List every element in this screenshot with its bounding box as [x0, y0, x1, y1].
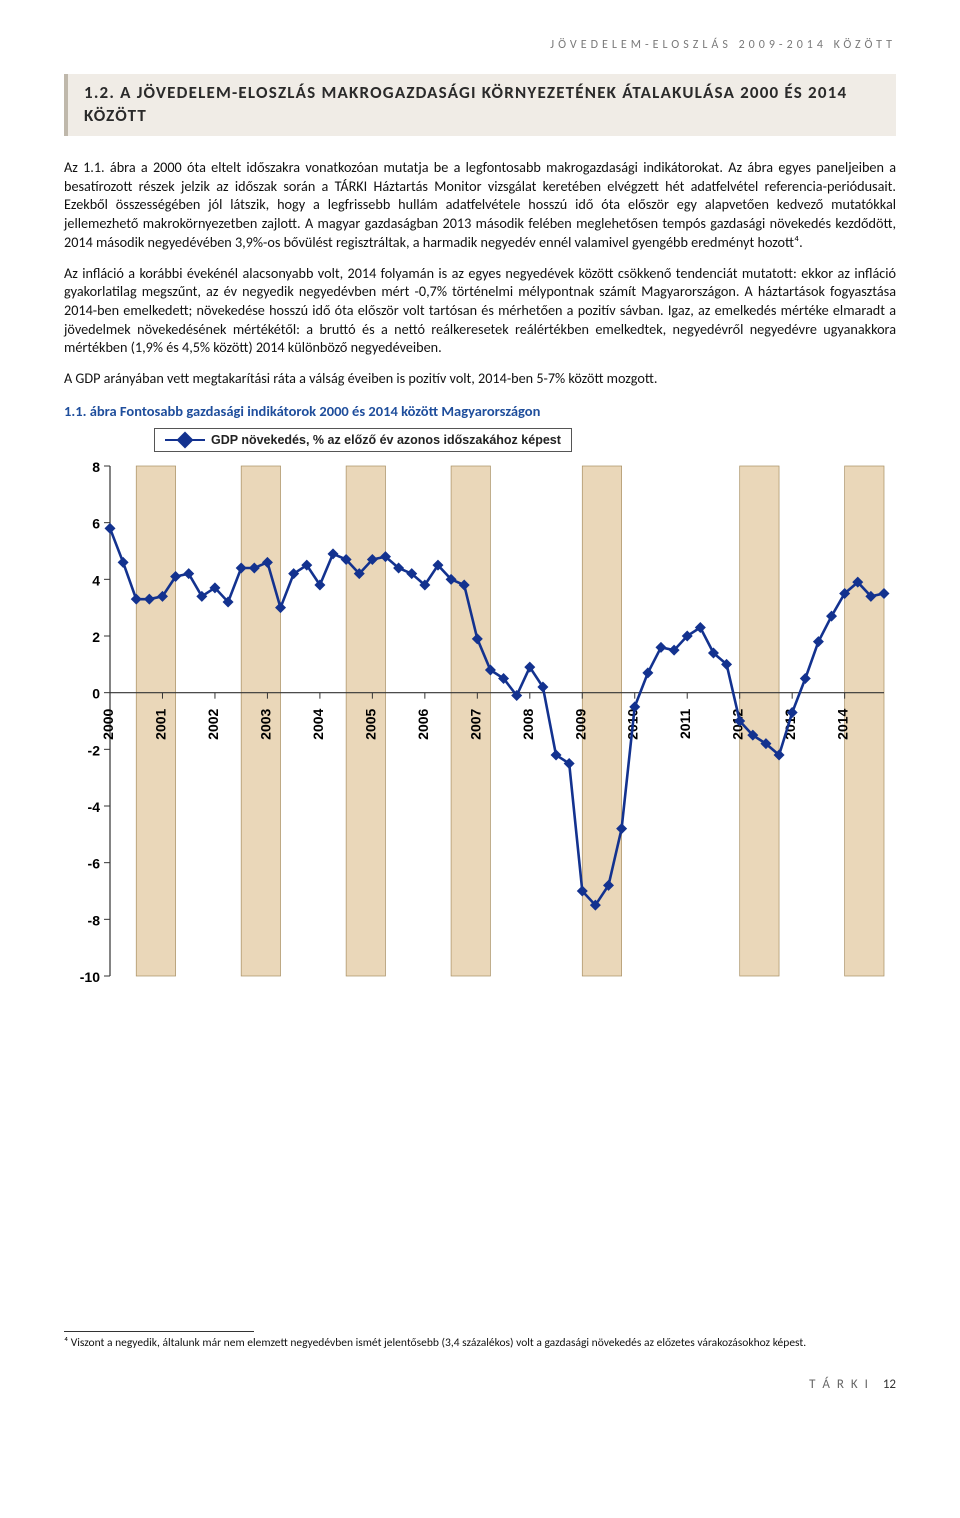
paragraph-2: Az infláció a korábbi évekénél alacsonya… — [64, 264, 896, 358]
svg-text:2011: 2011 — [677, 708, 693, 739]
footer-page-number: 12 — [883, 1377, 896, 1392]
gdp-chart-svg: 8 6 4 2 0 -2 -4 -6 -8 -10 2000 2001 2002 2003 2004 2005… — [64, 456, 896, 986]
legend-marker-icon — [165, 434, 205, 446]
svg-text:2001: 2001 — [152, 708, 168, 739]
svg-text:2004: 2004 — [310, 708, 326, 739]
svg-text:0: 0 — [92, 686, 100, 702]
svg-text:2002: 2002 — [205, 708, 221, 739]
svg-text:2: 2 — [92, 629, 100, 645]
svg-text:-8: -8 — [88, 912, 101, 928]
chart-legend: GDP növekedés, % az előző év azonos idős… — [154, 428, 572, 452]
svg-text:2003: 2003 — [257, 708, 273, 739]
svg-text:4: 4 — [92, 572, 100, 588]
svg-text:-10: -10 — [80, 969, 100, 985]
svg-text:-2: -2 — [88, 742, 101, 758]
paragraph-1: Az 1.1. ábra a 2000 óta eltelt időszakra… — [64, 158, 896, 252]
footnote-separator — [64, 1331, 254, 1332]
svg-text:2009: 2009 — [572, 708, 588, 739]
svg-text:2005: 2005 — [362, 708, 378, 739]
page-footer: T Á R K I 12 — [64, 1377, 896, 1392]
section-heading: 1.2. A JÖVEDELEM-ELOSZLÁS MAKROGAZDASÁGI… — [84, 82, 884, 128]
svg-text:2014: 2014 — [835, 708, 851, 739]
section-heading-container: 1.2. A JÖVEDELEM-ELOSZLÁS MAKROGAZDASÁGI… — [64, 74, 896, 136]
svg-text:2008: 2008 — [520, 708, 536, 739]
gdp-chart: GDP növekedés, % az előző év azonos idős… — [64, 428, 896, 991]
paragraph-3: A GDP arányában vett megtakarítási ráta … — [64, 369, 896, 388]
svg-text:8: 8 — [92, 459, 100, 475]
footnote-4: ⁴ Viszont a negyedik, általunk már nem e… — [64, 1336, 896, 1351]
svg-text:2000: 2000 — [100, 708, 116, 739]
svg-text:2007: 2007 — [467, 708, 483, 739]
footer-org: T Á R K I — [809, 1377, 870, 1392]
chart-caption: 1.1. ábra Fontosabb gazdasági indikátoro… — [64, 402, 896, 420]
svg-text:-4: -4 — [88, 799, 101, 815]
svg-text:-6: -6 — [88, 856, 101, 872]
running-header: JÖVEDELEM-ELOSZLÁS 2009-2014 KÖZÖTT — [64, 38, 896, 52]
legend-label: GDP növekedés, % az előző év azonos idős… — [211, 433, 561, 447]
svg-text:2006: 2006 — [415, 708, 431, 739]
svg-text:6: 6 — [92, 516, 100, 532]
